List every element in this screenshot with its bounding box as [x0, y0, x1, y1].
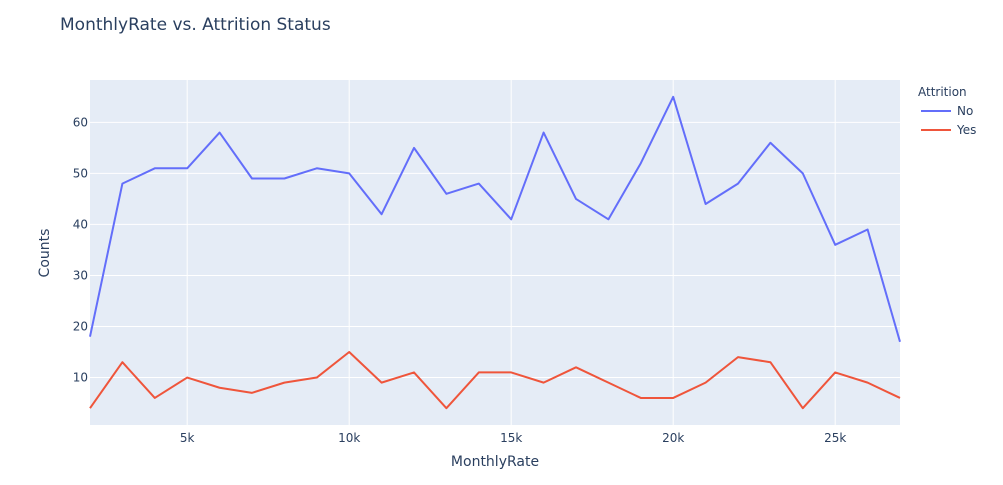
x-axis-title: MonthlyRate — [451, 454, 539, 470]
y-axis-ticks: 10 20 30 40 50 60 — [73, 115, 88, 384]
y-tick-label: 60 — [73, 115, 88, 129]
y-tick-label: 30 — [73, 268, 88, 282]
y-gridlines — [90, 121, 900, 379]
x-gridlines — [186, 80, 836, 425]
series-line-yes — [89, 351, 901, 410]
legend: Attrition No Yes — [918, 85, 976, 137]
y-tick-label: 20 — [73, 320, 88, 334]
series-lines — [89, 95, 901, 410]
x-axis-ticks: 5k 10k 15k 20k 25k — [180, 431, 846, 445]
y-tick-label: 10 — [73, 371, 88, 385]
x-tick-label: 5k — [180, 431, 195, 445]
x-tick-label: 15k — [500, 431, 522, 445]
legend-label-yes[interactable]: Yes — [956, 123, 976, 137]
y-axis-title: Counts — [37, 229, 53, 278]
chart-title: MonthlyRate vs. Attrition Status — [60, 15, 331, 35]
x-tick-label: 20k — [662, 431, 684, 445]
plot-area — [90, 80, 900, 425]
legend-label-no[interactable]: No — [957, 104, 973, 118]
x-tick-label: 25k — [824, 431, 846, 445]
series-line-no — [89, 95, 901, 343]
y-tick-label: 50 — [73, 166, 88, 180]
legend-title: Attrition — [918, 85, 967, 99]
x-tick-label: 10k — [338, 431, 360, 445]
y-tick-label: 40 — [73, 217, 88, 231]
